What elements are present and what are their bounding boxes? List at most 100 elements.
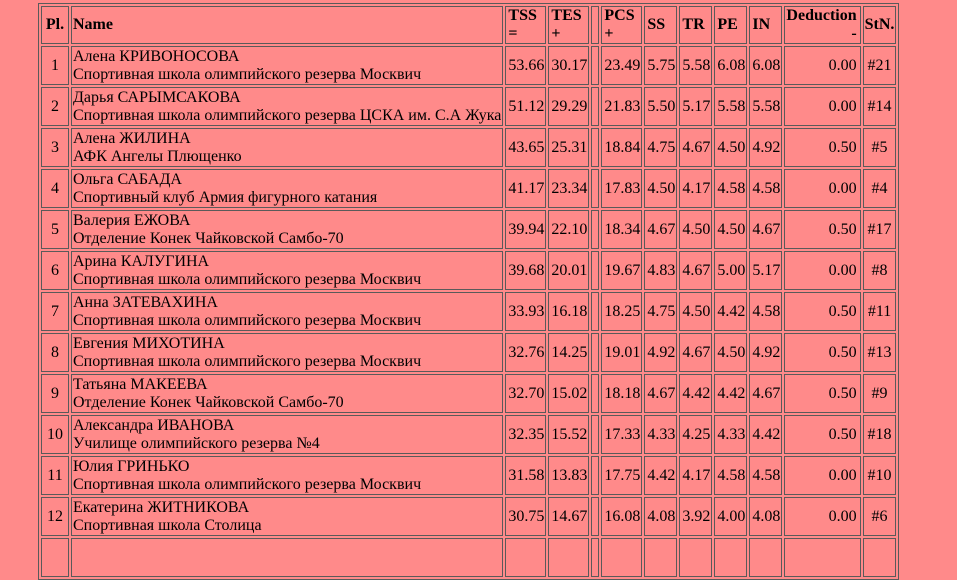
ss-cell: 4.83: [644, 251, 678, 290]
skater-name: Юлия ГРИНЬКО: [73, 457, 190, 475]
pcs-cell: [601, 538, 643, 577]
tss-cell: 31.58: [505, 456, 547, 495]
tes-cell: 30.17: [548, 46, 590, 85]
pcs-cell: 21.83: [601, 87, 643, 126]
deduction-cell: 0.50: [784, 415, 861, 454]
header-name: Name: [71, 6, 504, 44]
place-cell: 6: [41, 251, 69, 290]
header-tss-sign: =: [508, 25, 518, 42]
tss-cell: 51.12: [505, 87, 547, 126]
deduction-cell: 0.50: [784, 333, 861, 372]
skater-name: Арина КАЛУГИНА: [73, 252, 210, 270]
ss-cell: 4.92: [644, 333, 678, 372]
in-cell: [749, 538, 783, 577]
deduction-cell: 0.00: [784, 251, 861, 290]
table-row: 6 Арина КАЛУГИНА Спортивная школа олимпи…: [41, 251, 897, 290]
tss-cell: [505, 538, 547, 577]
pe-cell: 6.08: [714, 46, 748, 85]
place-cell: 11: [41, 456, 69, 495]
ss-cell: 4.42: [644, 456, 678, 495]
table-row: 4 Ольга САБАДА Спортивный клуб Армия фиг…: [41, 169, 897, 208]
name-cell: Валерия ЕЖОВА Отделение Конек Чайковской…: [71, 210, 504, 249]
deduction-cell: 0.50: [784, 292, 861, 331]
pcs-cell: 18.25: [601, 292, 643, 331]
place-cell: 3: [41, 128, 69, 167]
table-row: 12 Екатерина ЖИТНИКОВА Спортивная школа …: [41, 497, 897, 536]
stn-cell: #14: [862, 87, 897, 126]
skater-name: Александра ИВАНОВА: [73, 416, 235, 434]
tss-cell: 39.94: [505, 210, 547, 249]
in-cell: 4.92: [749, 128, 783, 167]
pcs-cell: 23.49: [601, 46, 643, 85]
spacer-cell: [591, 538, 600, 577]
name-cell: Татьяна МАКЕЕВА Отделение Конек Чайковск…: [71, 374, 504, 413]
skater-name: Ольга САБАДА: [73, 170, 182, 188]
skater-name: Анна ЗАТЕВАХИНА: [73, 293, 218, 311]
name-cell: [71, 538, 504, 577]
pcs-cell: 17.83: [601, 169, 643, 208]
pe-cell: 4.50: [714, 333, 748, 372]
pe-cell: 4.42: [714, 292, 748, 331]
club-name: Спортивная школа Столица: [73, 516, 262, 534]
ss-cell: 4.67: [644, 210, 678, 249]
table-row: 8 Евгения МИХОТИНА Спортивная школа олим…: [41, 333, 897, 372]
header-spacer: [591, 6, 600, 44]
name-cell: Екатерина ЖИТНИКОВА Спортивная школа Сто…: [71, 497, 504, 536]
header-stn: StN.: [862, 6, 897, 44]
tr-cell: 5.58: [679, 46, 713, 85]
club-name: АФК Ангелы Плющенко: [73, 147, 242, 165]
ss-cell: 5.50: [644, 87, 678, 126]
in-cell: 4.67: [749, 210, 783, 249]
tr-cell: [679, 538, 713, 577]
place-cell: 5: [41, 210, 69, 249]
spacer-cell: [591, 456, 600, 495]
header-place: Pl.: [41, 6, 69, 44]
table-row-partial: [41, 538, 897, 577]
club-name: Спортивная школа олимпийского резерва Мо…: [73, 475, 422, 493]
tes-cell: 23.34: [548, 169, 590, 208]
deduction-cell: [784, 538, 861, 577]
place-cell: 4: [41, 169, 69, 208]
deduction-cell: 0.00: [784, 497, 861, 536]
place-cell: 9: [41, 374, 69, 413]
table-row: 11 Юлия ГРИНЬКО Спортивная школа олимпий…: [41, 456, 897, 495]
club-name: Спортивный клуб Армия фигурного катания: [73, 188, 378, 206]
header-tes-label: TES: [551, 7, 582, 24]
deduction-cell: 0.50: [784, 210, 861, 249]
tss-cell: 39.68: [505, 251, 547, 290]
tes-cell: 29.29: [548, 87, 590, 126]
place-cell: 10: [41, 415, 69, 454]
skater-name: Евгения МИХОТИНА: [73, 334, 225, 352]
pe-cell: 4.42: [714, 374, 748, 413]
spacer-cell: [591, 497, 600, 536]
deduction-cell: 0.00: [784, 87, 861, 126]
spacer-cell: [591, 46, 600, 85]
tr-cell: 4.67: [679, 128, 713, 167]
header-tss: TSS =: [505, 6, 547, 44]
club-name: Спортивная школа олимпийского резерва Мо…: [73, 311, 422, 329]
table-row: 10 Александра ИВАНОВА Училище олимпийско…: [41, 415, 897, 454]
club-name: Спортивная школа олимпийского резерва ЦС…: [73, 106, 502, 124]
name-cell: Александра ИВАНОВА Училище олимпийского …: [71, 415, 504, 454]
ss-cell: 4.67: [644, 374, 678, 413]
ss-cell: 4.33: [644, 415, 678, 454]
pcs-cell: 16.08: [601, 497, 643, 536]
results-table-body: 1 Алена КРИВОНОСОВА Спортивная школа оли…: [41, 46, 897, 577]
header-tr: TR: [679, 6, 713, 44]
club-name: Отделение Конек Чайковской Самбо-70: [73, 393, 344, 411]
tr-cell: 4.67: [679, 333, 713, 372]
table-row: 7 Анна ЗАТЕВАХИНА Спортивная школа олимп…: [41, 292, 897, 331]
pcs-cell: 18.34: [601, 210, 643, 249]
pcs-cell: 18.18: [601, 374, 643, 413]
stn-cell: #6: [862, 497, 897, 536]
pcs-cell: 18.84: [601, 128, 643, 167]
spacer-cell: [591, 210, 600, 249]
stn-cell: #13: [862, 333, 897, 372]
header-deduction-label: Deduction: [786, 7, 857, 24]
club-name: Спортивная школа олимпийского резерва Мо…: [73, 352, 422, 370]
header-tss-label: TSS: [508, 7, 537, 24]
club-name: Отделение Конек Чайковской Самбо-70: [73, 229, 344, 247]
club-name: Спортивная школа олимпийского резерва Мо…: [73, 270, 422, 288]
ss-cell: 4.75: [644, 292, 678, 331]
tr-cell: 4.17: [679, 456, 713, 495]
